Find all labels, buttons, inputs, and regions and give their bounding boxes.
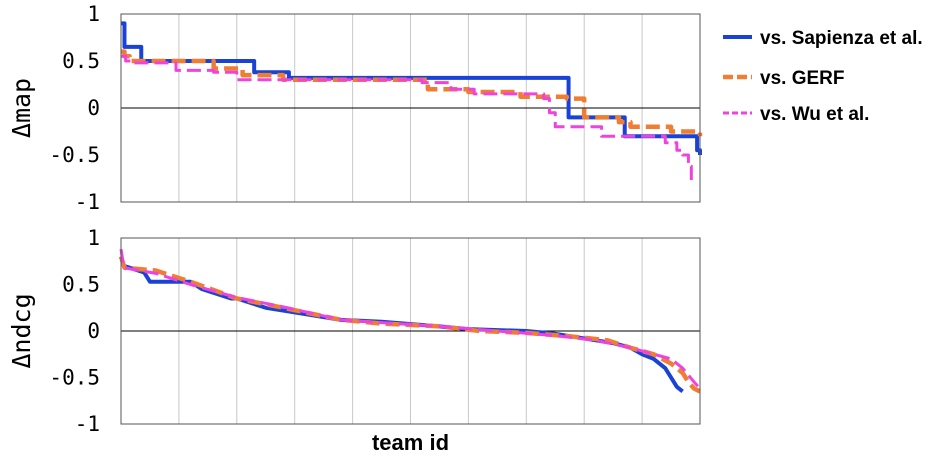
y-tick-label: 1 bbox=[87, 226, 100, 250]
y-tick-label: 0 bbox=[87, 96, 100, 120]
plot-frame-map bbox=[120, 13, 701, 203]
series-line-ndcg-1 bbox=[118, 255, 701, 394]
y-tick-label: 0 bbox=[87, 319, 100, 343]
series-line-map-2 bbox=[121, 54, 693, 181]
plot-frame-ndcg bbox=[120, 237, 701, 425]
y-tick-label: 0.5 bbox=[62, 49, 100, 73]
y-axis-label: Δmap bbox=[7, 78, 36, 138]
y-tick-label: -0.5 bbox=[49, 366, 100, 390]
panel-ndcg: 1 0.5 0 -0.5 -1 Δndcg team id bbox=[7, 226, 702, 455]
series-line-ndcg-2 bbox=[119, 248, 702, 390]
panel-map: 1 0.5 0 -0.5 -1 Δmap bbox=[7, 2, 703, 214]
legend-item: vs. Sapienza et al. bbox=[723, 28, 923, 49]
legend: vs. Sapienza et al. vs. GERF vs. Wu et al. bbox=[723, 28, 923, 125]
legend-label: vs. Wu et al. bbox=[760, 104, 869, 125]
y-tick-label: -1 bbox=[75, 412, 100, 436]
legend-label: vs. Sapienza et al. bbox=[760, 28, 923, 49]
y-tick-label: -1 bbox=[75, 190, 100, 214]
legend-item: vs. Wu et al. bbox=[723, 104, 869, 125]
series-line-map-0 bbox=[121, 21, 702, 155]
legend-label: vs. GERF bbox=[760, 68, 844, 89]
x-axis-label: team id bbox=[372, 430, 449, 455]
y-tick-label: -0.5 bbox=[49, 143, 100, 167]
legend-item: vs. GERF bbox=[723, 68, 844, 89]
y-tick-label: 1 bbox=[87, 2, 100, 26]
y-tick-label: 0.5 bbox=[62, 273, 100, 297]
y-axis-label: Δndcg bbox=[7, 293, 36, 368]
